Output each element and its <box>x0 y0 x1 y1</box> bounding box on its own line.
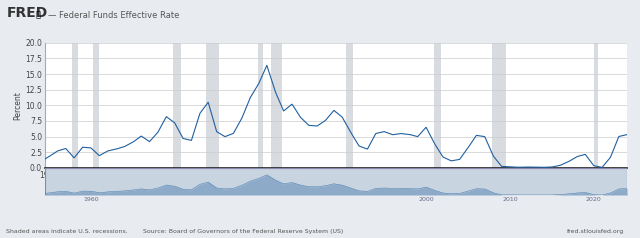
Bar <box>492 43 506 168</box>
Text: fred.stlouisfed.org: fred.stlouisfed.org <box>566 229 624 234</box>
Text: 📈: 📈 <box>35 11 40 20</box>
Text: Shaded areas indicate U.S. recessions.: Shaded areas indicate U.S. recessions. <box>6 229 128 234</box>
Bar <box>72 43 78 168</box>
Bar <box>259 43 262 168</box>
Bar <box>435 43 441 168</box>
Text: FRED: FRED <box>6 6 47 20</box>
Bar <box>346 43 353 168</box>
Bar <box>173 43 181 168</box>
Bar <box>93 43 99 168</box>
Text: Source: Board of Governors of the Federal Reserve System (US): Source: Board of Governors of the Federa… <box>143 229 343 234</box>
Bar <box>206 43 219 168</box>
Y-axis label: Percent: Percent <box>13 91 22 120</box>
Bar <box>271 43 282 168</box>
Text: — Federal Funds Effective Rate: — Federal Funds Effective Rate <box>48 11 179 20</box>
Bar <box>594 43 598 168</box>
